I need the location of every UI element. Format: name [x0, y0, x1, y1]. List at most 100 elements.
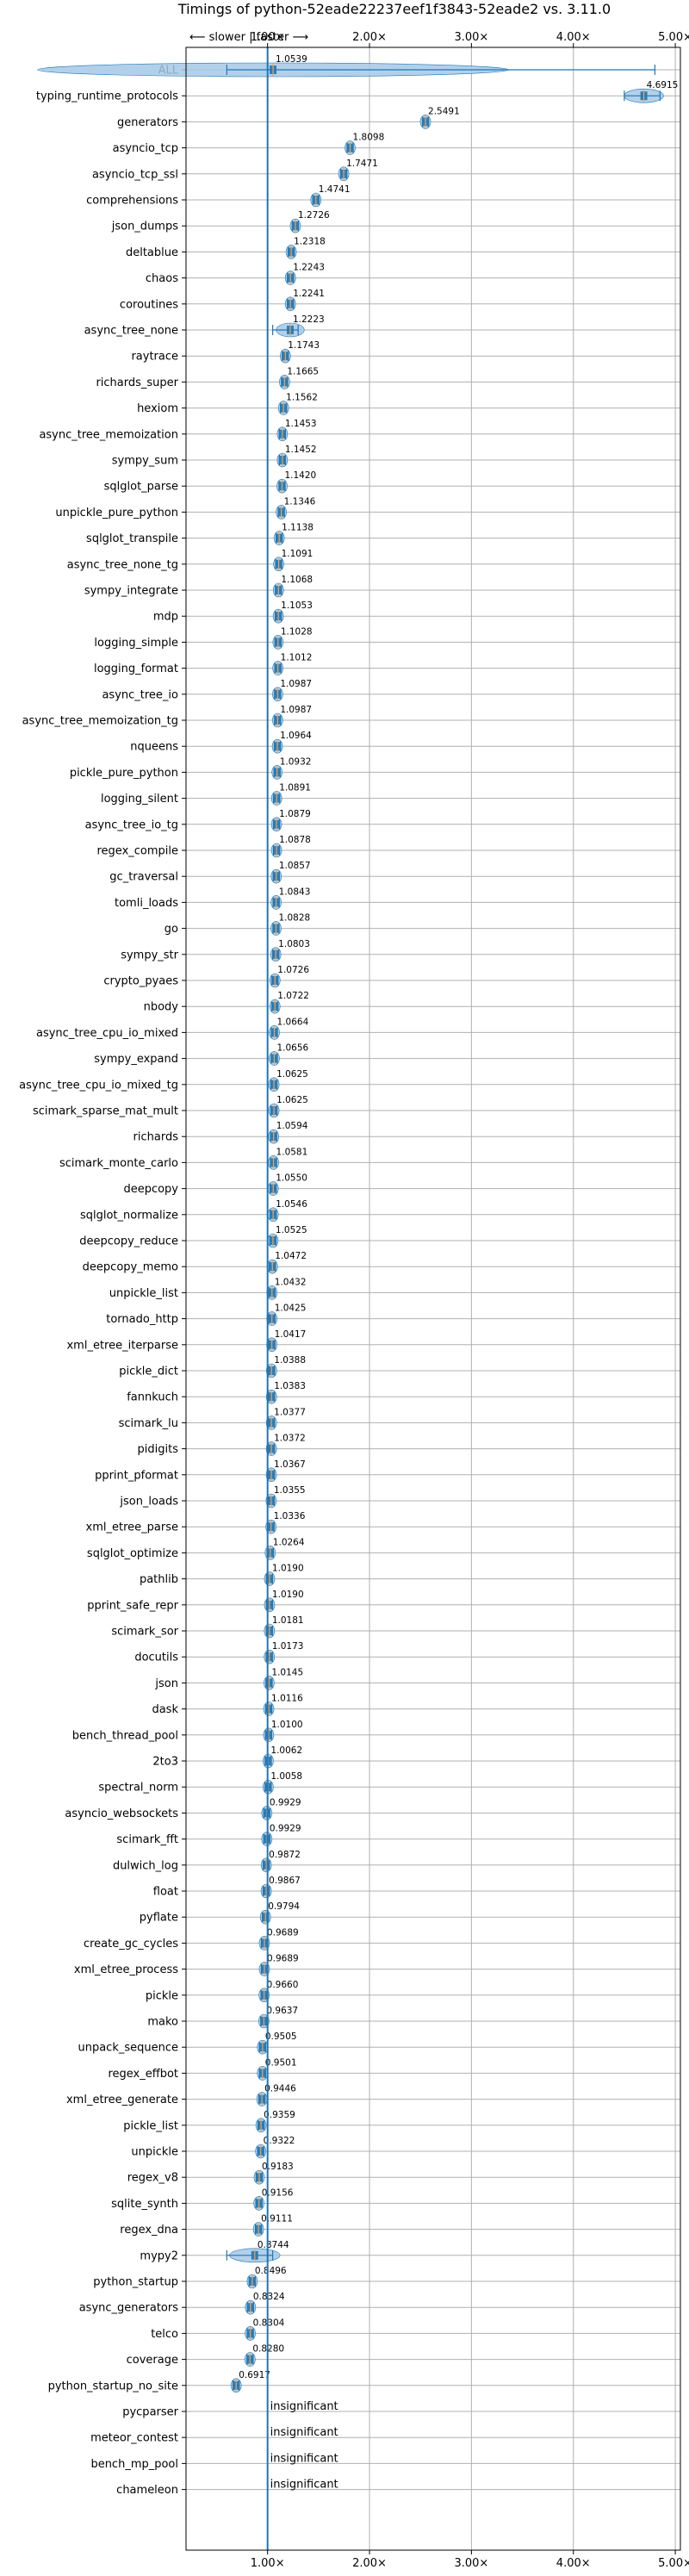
benchmark-label: pyflate — [140, 1912, 178, 1925]
direction-label: ⟵ slower | faster ⟶ — [189, 31, 308, 44]
benchmark-label: regex_effbot — [108, 2068, 178, 2081]
value-label: 0.9322 — [264, 2136, 295, 2146]
benchmark-label: scimark_sor — [111, 1626, 178, 1639]
benchmark-label: asyncio_tcp — [113, 142, 178, 155]
value-label: 1.0803 — [278, 939, 310, 949]
value-label: 1.0190 — [272, 1564, 304, 1574]
value-label: 1.0987 — [280, 679, 312, 689]
value-label: 1.2241 — [293, 289, 325, 299]
benchmark-label: coverage — [127, 2354, 178, 2367]
benchmark-label: python_startup_no_site — [48, 2380, 178, 2392]
benchmark-label: pickle_pure_python — [70, 767, 178, 780]
value-label: 0.9501 — [265, 2057, 297, 2068]
value-label: 1.0546 — [276, 1199, 307, 1210]
value-label: 2.5491 — [428, 106, 460, 116]
benchmark-label: hexiom — [137, 402, 178, 415]
value-label: 1.0173 — [272, 1641, 304, 1652]
benchmark-label: typing_runtime_protocols — [36, 90, 178, 103]
value-label: 1.0625 — [276, 1069, 308, 1080]
value-label: 1.4741 — [319, 184, 351, 195]
value-label: 1.2318 — [294, 236, 326, 246]
value-label: 0.9794 — [268, 1901, 300, 1912]
value-label: 0.8304 — [253, 2318, 285, 2328]
value-label: 1.1453 — [285, 419, 317, 429]
value-label: 0.9637 — [266, 2006, 298, 2016]
benchmark-label: unpack_sequence — [78, 2042, 178, 2055]
value-label: 1.0058 — [270, 1771, 302, 1782]
value-label: 0.9689 — [267, 1927, 299, 1938]
benchmark-label: bench_thread_pool — [72, 1729, 178, 1742]
insignificant-label: insignificant — [270, 2426, 338, 2439]
benchmark-label: gc_traversal — [109, 871, 178, 884]
benchmark-label: python_startup — [93, 2276, 178, 2289]
value-label: 0.9183 — [262, 2162, 294, 2172]
benchmark-label: json_loads — [119, 1496, 178, 1509]
value-label: 1.1743 — [288, 340, 320, 351]
benchmark-label: raytrace — [131, 351, 178, 364]
benchmark-label: logging_silent — [101, 793, 178, 806]
value-label: 1.1028 — [281, 626, 313, 637]
benchmark-label: sympy_expand — [94, 1053, 178, 1066]
benchmark-label: coroutines — [120, 298, 178, 311]
value-label: 1.1068 — [281, 575, 313, 585]
value-label: 0.9505 — [265, 2032, 297, 2042]
value-label: 1.2726 — [298, 210, 330, 221]
value-label: 1.8098 — [353, 133, 385, 143]
value-label: 1.0726 — [277, 965, 309, 975]
x-tick-label-bottom: 1.00× — [251, 2557, 285, 2570]
benchmark-label: pickle — [146, 1989, 178, 2002]
insignificant-label: insignificant — [270, 2452, 338, 2465]
benchmark-label: deltablue — [126, 246, 178, 259]
benchmark-label: xml_etree_generate — [66, 2094, 178, 2106]
value-label: 1.0367 — [274, 1459, 306, 1470]
benchmark-label: asyncio_tcp_ssl — [92, 168, 178, 181]
benchmark-label: tornado_http — [106, 1313, 178, 1326]
value-label: 1.0550 — [276, 1173, 307, 1184]
value-label: 1.0539 — [276, 54, 307, 65]
x-tick-label-bottom: 4.00× — [556, 2557, 591, 2570]
benchmark-label: xml_etree_process — [74, 1963, 178, 1976]
value-label: 1.0987 — [280, 705, 312, 715]
benchmark-label: crypto_pyaes — [103, 975, 178, 988]
value-label: 1.0372 — [274, 1434, 306, 1444]
benchmark-label: sympy_sum — [112, 455, 178, 468]
value-label: 1.0116 — [271, 1694, 303, 1704]
value-label: 1.0264 — [273, 1537, 305, 1547]
value-label: 0.9872 — [269, 1850, 301, 1860]
benchmark-label: 2to3 — [152, 1756, 178, 1769]
benchmark-label: generators — [117, 116, 178, 129]
chart-title: Timings of python-52eade22237eef1f3843-5… — [177, 1, 611, 17]
value-label: 1.0664 — [277, 1017, 309, 1027]
benchmark-label: sympy_str — [121, 949, 178, 961]
value-label: 1.0857 — [279, 861, 311, 871]
benchmark-label: async_tree_io_tg — [85, 818, 178, 831]
benchmark-label: chaos — [146, 272, 178, 285]
value-label: 0.9929 — [270, 1797, 301, 1808]
value-label: 1.0581 — [276, 1147, 308, 1157]
x-tick-label-bottom: 2.00× — [352, 2557, 387, 2570]
value-label: 0.9156 — [262, 2187, 294, 2198]
benchmark-label: pycparser — [122, 2406, 178, 2419]
benchmark-label: richards_super — [96, 376, 178, 389]
benchmark-label: async_tree_none — [84, 325, 178, 338]
value-label: 0.9867 — [269, 1876, 301, 1886]
value-label: 0.9689 — [267, 1954, 299, 1964]
benchmark-rows: ALL1.0539typing_runtime_protocols4.6915g… — [19, 54, 678, 2497]
benchmark-label: pickle_dict — [119, 1366, 178, 1378]
value-label: 1.0525 — [276, 1225, 307, 1235]
value-label: 1.1452 — [285, 445, 317, 455]
benchmark-label: sqlite_synth — [111, 2198, 178, 2211]
value-label: 1.0417 — [275, 1329, 307, 1340]
value-label: 0.9929 — [270, 1824, 301, 1834]
benchmark-label: pprint_pformat — [95, 1469, 178, 1482]
value-label: 1.0100 — [271, 1720, 303, 1730]
benchmark-label: async_tree_none_tg — [67, 558, 178, 571]
benchmark-label: nqueens — [130, 741, 178, 754]
value-label: 1.0878 — [279, 835, 311, 845]
benchmark-label: json_dumps — [111, 221, 178, 233]
benchmark-label: sqlglot_optimize — [87, 1547, 178, 1560]
insignificant-label: insignificant — [270, 2479, 338, 2492]
benchmark-label: dask — [152, 1703, 178, 1716]
value-label: 0.9660 — [267, 1980, 299, 1990]
benchmark-label: unpickle — [131, 2146, 178, 2159]
